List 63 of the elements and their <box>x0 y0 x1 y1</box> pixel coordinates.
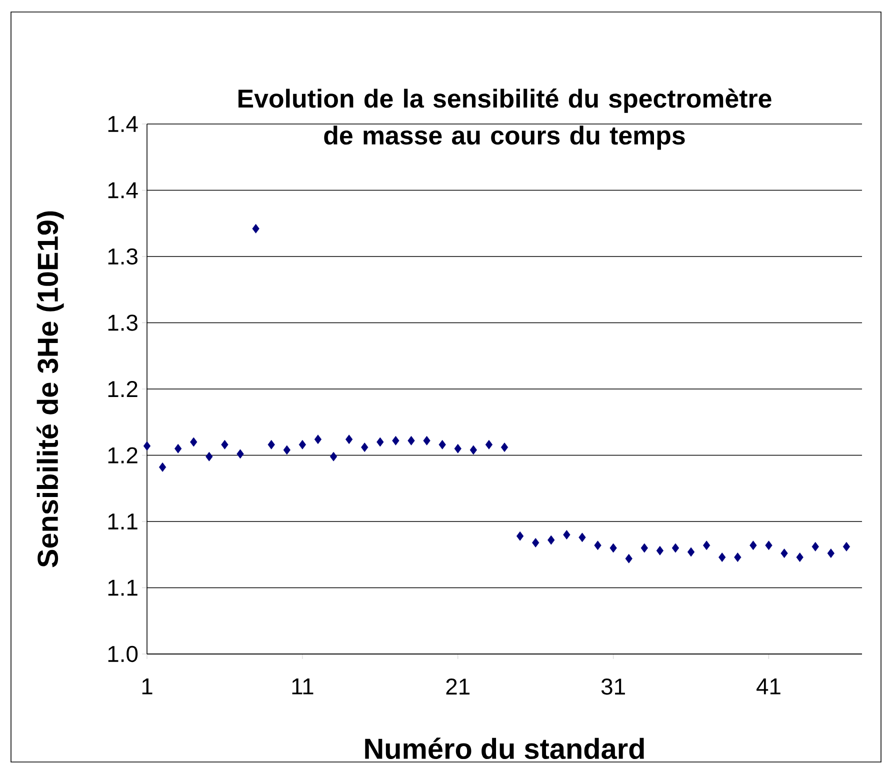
x-axis-title: Numéro du standard <box>365 738 644 760</box>
point <box>687 547 695 557</box>
point <box>314 434 322 444</box>
point <box>190 437 198 447</box>
y-tick-label: 1.0 <box>108 646 138 662</box>
point <box>734 552 742 562</box>
y-tick-label: 1.3 <box>108 314 138 331</box>
y-tick-label: 1.1 <box>108 580 138 596</box>
point <box>221 440 228 450</box>
point <box>298 440 306 450</box>
x-tick-label: 21 <box>446 678 470 695</box>
point <box>812 542 819 552</box>
point <box>392 436 400 446</box>
point <box>765 540 772 550</box>
x-tick-label: 41 <box>756 678 780 694</box>
y-tick-label: 1.2 <box>108 381 138 397</box>
chart-title: Evolution de la sensibilité du spectromètre de masse au cours du temps <box>238 88 772 150</box>
point <box>780 548 788 558</box>
point <box>361 442 368 452</box>
y-axis-title: Sensibilité de 3He (10E19) <box>36 211 64 568</box>
point <box>345 434 353 444</box>
point <box>827 548 834 558</box>
point <box>158 462 166 472</box>
point <box>516 531 524 541</box>
x-tick-label: 1 <box>142 678 152 694</box>
point <box>174 444 182 454</box>
point <box>470 445 477 455</box>
point <box>610 543 617 553</box>
point <box>702 540 710 550</box>
y-tick-label: 1.2 <box>108 447 138 464</box>
point <box>578 532 586 542</box>
y-tick-label: 1.4 <box>108 116 138 132</box>
point <box>532 538 540 548</box>
point <box>656 546 664 556</box>
point <box>206 452 213 462</box>
point <box>500 442 508 452</box>
point <box>423 436 430 446</box>
point <box>143 441 151 451</box>
point <box>376 437 384 447</box>
point <box>252 224 260 234</box>
y-tick-label: 1.1 <box>108 514 138 530</box>
y-tick-label: 1.4 <box>108 182 138 198</box>
point <box>672 543 680 553</box>
point <box>594 540 602 550</box>
point <box>438 440 446 450</box>
x-tick-label: 11 <box>292 678 314 694</box>
point <box>718 552 726 562</box>
point <box>796 552 804 562</box>
point <box>485 440 493 450</box>
y-tick-label: 1.3 <box>108 248 138 265</box>
point <box>408 436 415 446</box>
point <box>750 540 757 550</box>
point <box>330 452 338 462</box>
point <box>563 530 570 540</box>
point <box>842 542 850 552</box>
point <box>283 445 290 455</box>
point <box>640 543 648 553</box>
point <box>625 554 632 564</box>
point <box>454 444 462 454</box>
x-tick-label: 31 <box>601 678 625 695</box>
point <box>548 535 555 545</box>
point <box>236 449 244 459</box>
point <box>268 440 275 450</box>
